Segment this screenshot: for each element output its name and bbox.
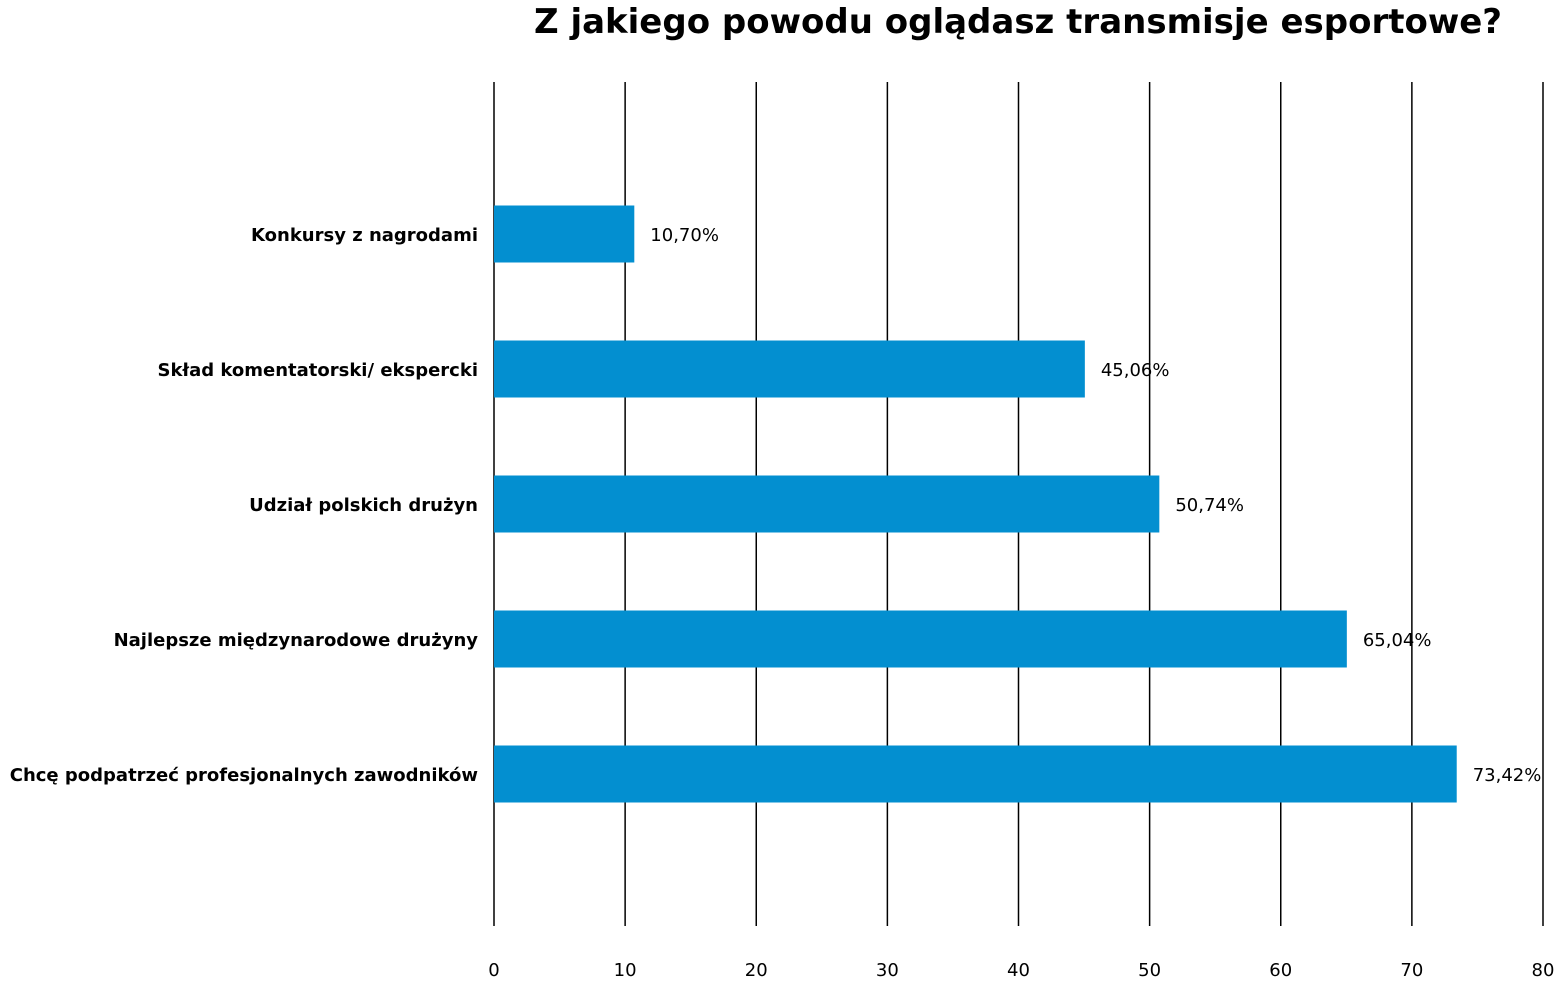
bar-0: [494, 205, 635, 263]
bar-3: [494, 610, 1347, 668]
value-labels: 10,70% 45,06% 50,74% 65,04% 73,42%: [650, 225, 1541, 786]
x-tick-label-10: 10: [614, 960, 637, 981]
x-tick-label-80: 80: [1532, 960, 1555, 981]
value-label-4: 73,42%: [1473, 765, 1542, 786]
chart-title: Z jakiego powodu oglądasz transmisje esp…: [533, 2, 1503, 42]
x-tick-label-60: 60: [1269, 960, 1292, 981]
x-tick-label-20: 20: [745, 960, 768, 981]
value-label-2: 50,74%: [1175, 495, 1244, 516]
category-labels: Konkursy z nagrodami Skład komentatorski/…: [10, 225, 479, 786]
value-label-1: 45,06%: [1101, 360, 1170, 381]
bar-1: [494, 340, 1085, 398]
x-axis-tick-labels: 0 10 20 30 40 50 60 70 80: [488, 960, 1554, 981]
x-tick-label-70: 70: [1400, 960, 1423, 981]
x-tick-label-0: 0: [488, 960, 499, 981]
value-label-3: 65,04%: [1363, 630, 1432, 651]
x-tick-label-50: 50: [1138, 960, 1161, 981]
bars: [494, 205, 1457, 803]
category-label-1: Skład komentatorski/ ekspercki: [157, 360, 478, 381]
bar-4: [494, 745, 1457, 803]
category-label-4: Chcę podpatrzeć profesjonalnych zawodnik…: [10, 765, 478, 786]
x-tick-label-40: 40: [1007, 960, 1030, 981]
category-label-0: Konkursy z nagrodami: [251, 225, 478, 246]
value-label-0: 10,70%: [650, 225, 719, 246]
x-tick-label-30: 30: [876, 960, 899, 981]
bar-2: [494, 475, 1160, 533]
category-label-3: Najlepsze międzynarodowe drużyny: [114, 630, 479, 651]
category-label-2: Udział polskich drużyn: [249, 495, 478, 516]
